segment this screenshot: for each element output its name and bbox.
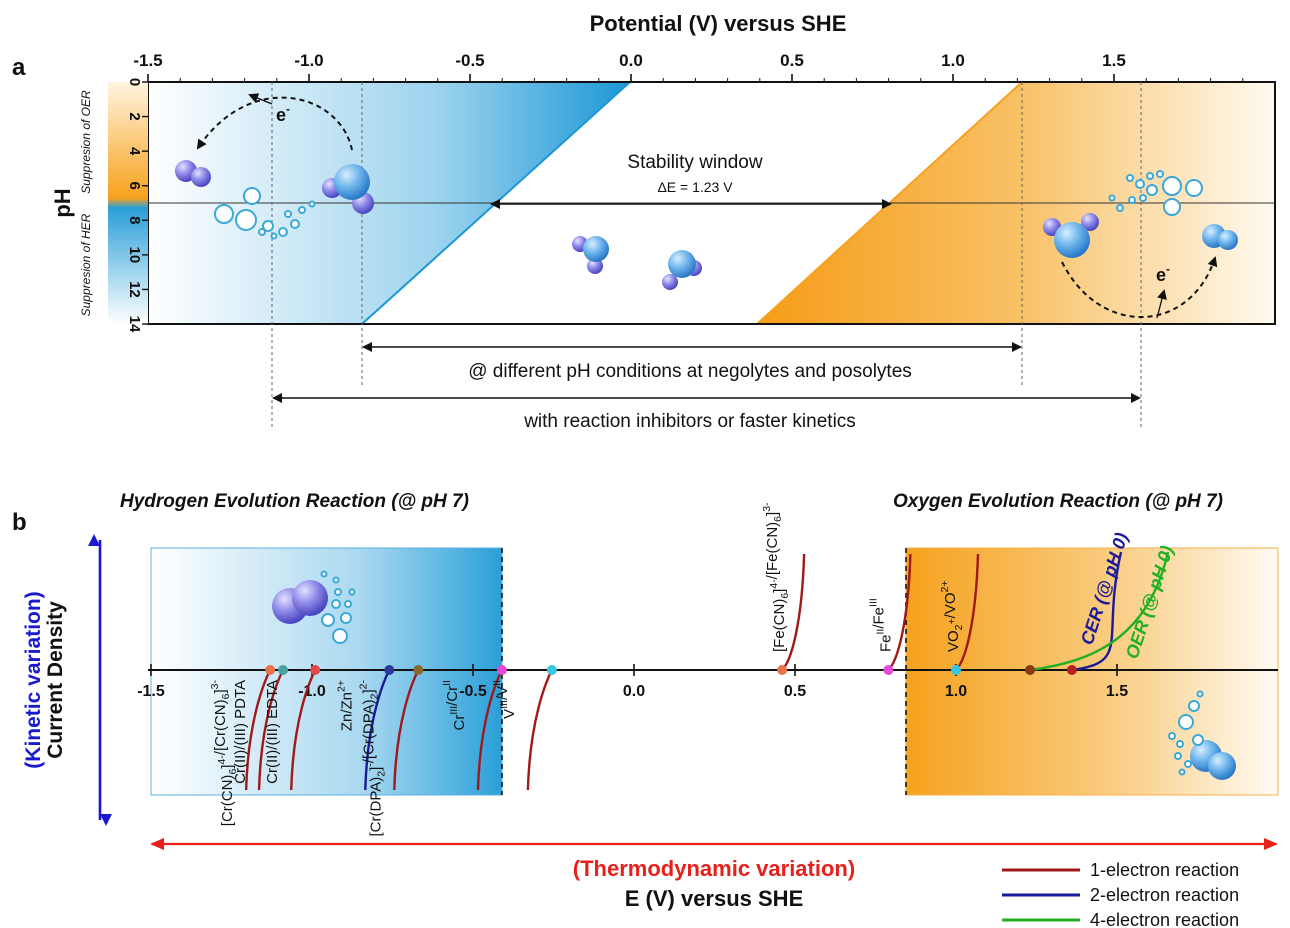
point-fe2-fe3	[883, 665, 893, 675]
point-zn	[384, 665, 394, 675]
potential-tick-label: -1.5	[133, 51, 162, 70]
potential-tick-label: -1.0	[294, 51, 323, 70]
point-cr-pdta	[278, 665, 288, 675]
potential-tick-label: 1.5	[1102, 51, 1126, 70]
panel-a-letter: a	[12, 54, 26, 81]
her-suppression-label: Suppresion of HER	[79, 213, 93, 316]
ph-tick-label: 8	[126, 216, 143, 224]
her-box	[151, 548, 502, 795]
ph-tick-label: 4	[126, 147, 143, 156]
e-tick-label: 0.0	[623, 683, 645, 700]
current-density-label: Current Density	[44, 601, 67, 759]
oer-suppression-label: Suppresion of OER	[79, 90, 93, 194]
ph-conditions-label: @ different pH conditions at negolytes a…	[468, 361, 912, 382]
e-tick-label: 1.5	[1106, 683, 1128, 700]
her-title: Hydrogen Evolution Reaction (@ pH 7)	[120, 491, 469, 512]
kinetic-variation-label: (Kinetic variation)	[22, 591, 45, 768]
potential-ticks: -1.5 -1.0 -0.5 0.0 0.5 1.0 1.5	[133, 51, 1242, 82]
ph-tick-label: 2	[126, 112, 143, 120]
oer-title: Oxygen Evolution Reaction (@ pH 7)	[893, 491, 1223, 512]
ph-tick-label: 14	[126, 316, 143, 333]
legend-label: 4-electron reaction	[1090, 910, 1239, 928]
stability-window-value: ΔE = 1.23 V	[657, 179, 733, 195]
legend-label: 2-electron reaction	[1090, 885, 1239, 905]
thermodynamic-variation-label: (Thermodynamic variation)	[573, 856, 855, 881]
couple-label-cr-pdta: Cr(II)/(III) PDTA	[232, 680, 249, 784]
point-fe-cn	[777, 665, 787, 675]
legend-label: 1-electron reaction	[1090, 860, 1239, 880]
couple-label-cr-edta: Cr(II)/(III) EDTA	[264, 680, 281, 784]
legend: 1-electron reaction 2-electron reaction 4-…	[1002, 860, 1239, 928]
point-cr-edta	[310, 665, 320, 675]
panel-b: b Hydrogen Evolution Reaction (@ pH 7) O…	[12, 491, 1278, 928]
potential-tick-label: -0.5	[455, 51, 484, 70]
inhibitors-label: with reaction inhibitors or faster kinet…	[523, 411, 856, 432]
potential-tick-label: 0.5	[780, 51, 804, 70]
ph-axis-label: pH	[50, 188, 75, 217]
ph-tick-label: 10	[126, 247, 143, 264]
ph-tick-label: 6	[126, 182, 143, 190]
ph-tick-label: 12	[126, 281, 143, 298]
point-cer	[1067, 665, 1077, 675]
curve-v3-v2	[528, 670, 552, 790]
couple-label-fe-cn: [Fe(CN)6]4-/[Fe(CN)6]3-	[761, 502, 791, 652]
potential-tick-label: 0.0	[619, 51, 643, 70]
couple-label-fe2-fe3: FeII/FeIII	[867, 598, 894, 652]
e-tick-label: -1.5	[137, 683, 165, 700]
e-tick-label: -1.0	[298, 683, 326, 700]
point-oer	[1025, 665, 1035, 675]
point-cr-dpa	[413, 665, 423, 675]
stability-window-title: Stability window	[627, 152, 762, 173]
e-tick-label: 1.0	[945, 683, 967, 700]
point-v3-v2	[547, 665, 557, 675]
point-cr-cn	[265, 665, 275, 675]
e-tick-label: 0.5	[784, 683, 806, 700]
potential-axis-title: Potential (V) versus SHE	[590, 11, 847, 36]
point-vo2	[951, 665, 961, 675]
point-cr3-cr2	[497, 665, 507, 675]
panel-b-letter: b	[12, 509, 27, 536]
panel-a: a Potential (V) versus SHE pH Suppresion…	[12, 11, 1275, 432]
ph-tick-label: 0	[126, 78, 143, 86]
e-tick-label: -0.5	[459, 683, 487, 700]
e-axis-label: E (V) versus SHE	[625, 886, 804, 911]
potential-tick-label: 1.0	[941, 51, 965, 70]
